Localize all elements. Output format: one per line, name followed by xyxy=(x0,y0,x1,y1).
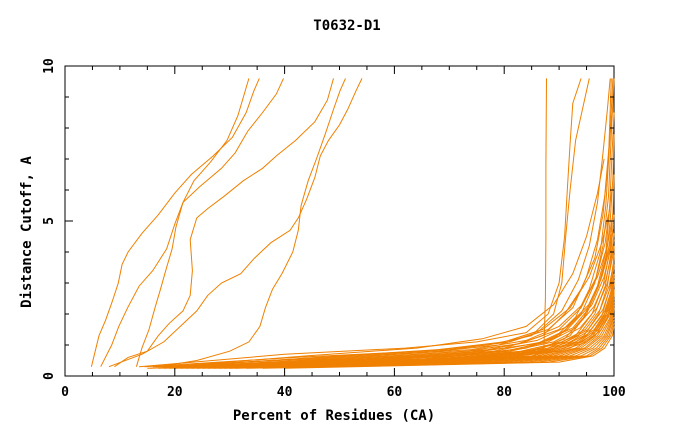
series-line-10 xyxy=(147,78,612,369)
series-line-12 xyxy=(152,78,611,368)
x-tick-label: 0 xyxy=(61,385,69,400)
series-layer xyxy=(90,78,615,369)
series-line-31 xyxy=(204,245,615,368)
series-line-11 xyxy=(150,78,614,369)
series-line-13 xyxy=(155,78,615,368)
y-axis-label: Distance Cutoff, A xyxy=(19,156,35,308)
x-tick-label: 100 xyxy=(602,385,626,400)
series-line-8 xyxy=(139,78,582,368)
series-line-29 xyxy=(199,239,615,368)
series-line-1 xyxy=(90,78,260,367)
series-line-39 xyxy=(226,276,615,368)
plot-border xyxy=(64,65,615,377)
series-line-6 xyxy=(158,78,346,368)
axis-layer: 0 20 40 60 80 100 0 5 10 xyxy=(42,58,626,400)
series-line-21 xyxy=(177,214,609,368)
series-line-37 xyxy=(221,267,615,368)
y-tick-label: 10 xyxy=(42,58,57,74)
x-axis-label: Percent of Residues (CA) xyxy=(233,408,435,424)
series-line-17 xyxy=(166,158,605,368)
x-tick-label: 40 xyxy=(277,385,293,400)
series-line-3 xyxy=(135,78,250,367)
series-line-2 xyxy=(100,78,284,367)
series-line-27 xyxy=(193,217,613,368)
series-line-16 xyxy=(163,134,615,369)
series-line-5 xyxy=(108,78,363,368)
x-tick-label: 80 xyxy=(496,385,512,400)
series-line-43 xyxy=(240,282,615,368)
series-line-15 xyxy=(161,115,613,368)
series-line-48 xyxy=(284,326,615,369)
plot-area xyxy=(64,65,615,377)
y-tick-label: 0 xyxy=(42,372,57,380)
series-line-7 xyxy=(543,78,547,355)
series-line-47 xyxy=(273,295,615,368)
series-line-9 xyxy=(144,78,590,368)
series-line-33 xyxy=(210,227,614,368)
series-line-25 xyxy=(188,224,614,368)
series-line-4 xyxy=(114,78,334,368)
series-line-41 xyxy=(232,279,615,368)
series-line-23 xyxy=(182,227,613,368)
series-line-35 xyxy=(215,255,615,368)
y-tick-label: 5 xyxy=(42,217,57,225)
x-tick-label: 20 xyxy=(167,385,183,400)
x-tick-label: 60 xyxy=(387,385,403,400)
chart-title: T0632-D1 xyxy=(313,18,380,34)
